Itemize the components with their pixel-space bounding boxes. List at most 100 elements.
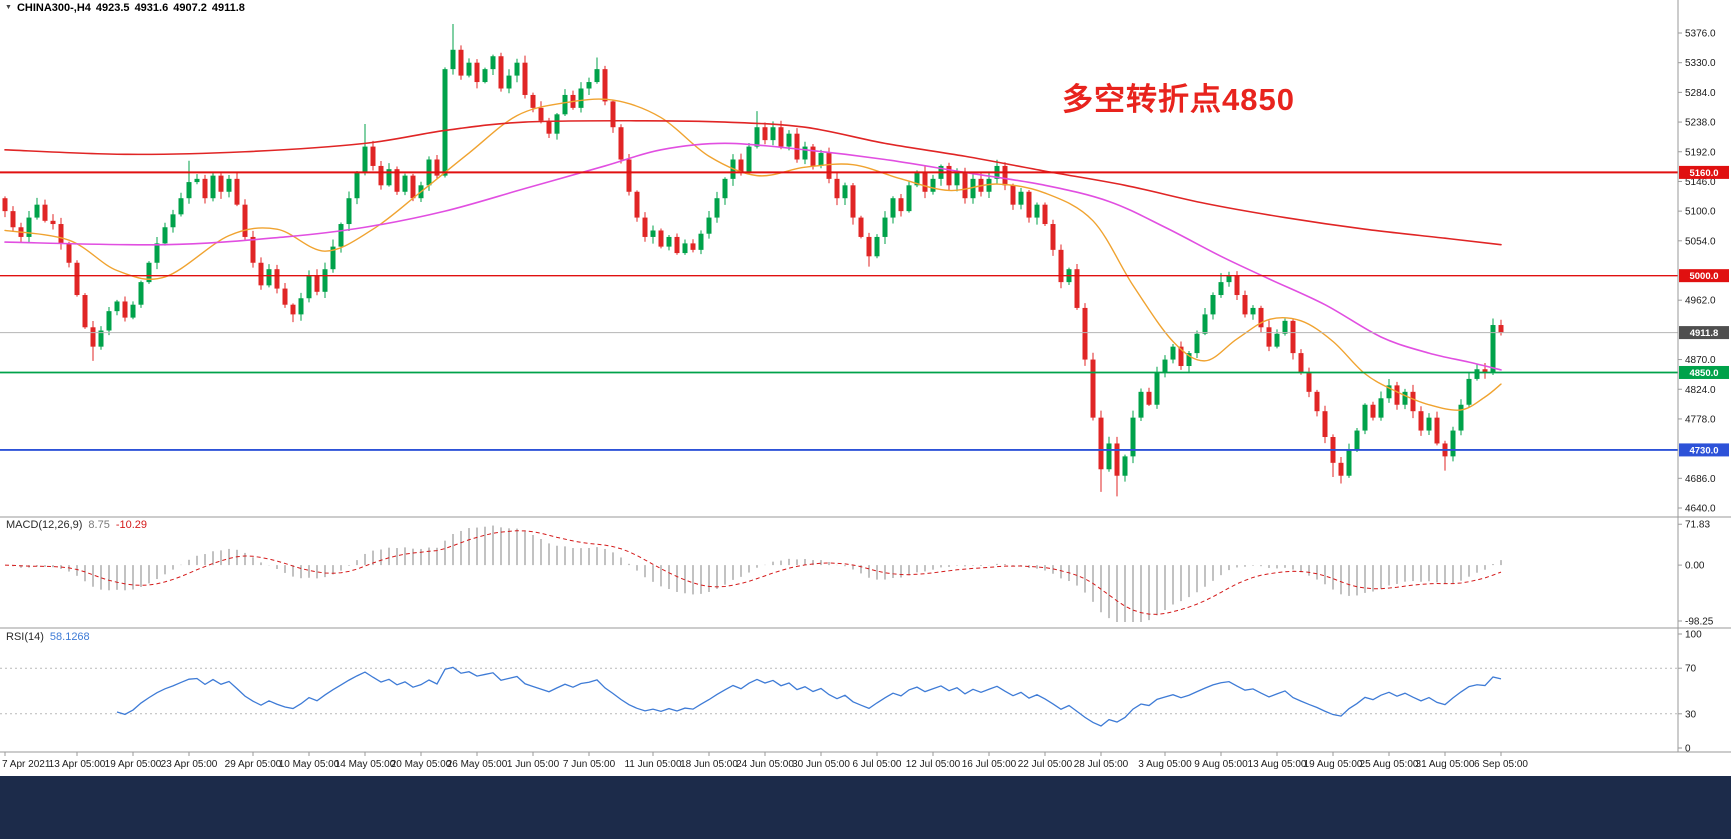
candle-body [242,204,248,237]
price-badge-4911.8 [1679,326,1729,340]
candle-body [770,127,776,141]
candle-body [794,133,800,160]
candle-body [834,178,840,199]
candle-body [1058,249,1064,283]
candle-body [1178,346,1184,367]
candle-body [290,304,296,315]
annotation-text[interactable]: 多空转折点4850 [1062,82,1295,117]
candle-body [498,56,504,89]
candle-body [130,304,136,318]
macd-axis-label: -98.25 [1685,617,1714,628]
candle-body [722,178,728,199]
candle-body [642,217,648,237]
candle-body [266,269,272,286]
ma-fast-orange-line[interactable] [4,98,1502,411]
price-axis-label: 4870.0 [1685,355,1716,366]
macd-signal-line[interactable] [4,530,1502,615]
rsi-line[interactable] [116,666,1502,727]
ohlc-high: 4931.6 [134,2,169,14]
candle-body [26,217,32,237]
candle-body [962,172,968,199]
candle-body [146,262,152,283]
x-axis-label: 25 Aug 05:00 [1360,759,1419,770]
candle-body [986,178,992,192]
candle-body [1106,443,1112,470]
candle-body [714,198,720,218]
candle-body [1186,353,1192,367]
price-axis-label: 5192.0 [1685,147,1716,158]
candle-body [394,169,400,192]
candle-body [210,175,216,199]
candle-body [1386,385,1392,399]
x-axis-label: 11 Jun 05:00 [624,759,682,770]
candle-body [1258,307,1264,328]
candle-body [138,282,144,305]
candle-body [298,298,304,315]
price-badge-4850.0 [1679,365,1729,379]
x-axis-label: 22 Jul 05:00 [1018,759,1073,770]
candle-body [946,165,952,186]
ma-slow-red-line[interactable] [4,119,1502,246]
candle-body [698,233,704,250]
candle-body [746,146,752,173]
x-axis-label: 19 Aug 05:00 [1304,759,1363,770]
candle-body [1194,333,1200,354]
candle-body [1138,391,1144,418]
price-axis-label: 5376.0 [1685,29,1716,40]
macd-axis-label: 0.00 [1685,561,1705,572]
ohlc-low: 4907.2 [173,2,207,14]
candle-body [594,69,600,83]
candle-body [1418,411,1424,431]
rsi-axis-label: 100 [1685,630,1702,641]
rsi-axis-label: 70 [1685,664,1697,675]
price-axis-label: 5100.0 [1685,207,1716,218]
candle-body [1010,185,1016,205]
bottom-bar [0,776,1731,839]
candle-body [346,198,352,225]
candle-body [626,159,632,192]
candle-body [522,62,528,95]
chart-background [0,0,1731,776]
candle-body [1146,391,1152,405]
candle-body [34,204,40,218]
price-axis-label: 5238.0 [1685,118,1716,129]
x-axis-label: 14 May 05:00 [335,759,396,770]
x-axis-label: 13 Aug 05:00 [1248,759,1307,770]
candle-body [1346,449,1352,476]
candle-body [1082,307,1088,360]
candle-body [370,146,376,166]
candle-body [1226,275,1232,283]
x-axis-label: 6 Sep 05:00 [1474,759,1528,770]
candle-body [66,243,72,263]
rsi-indicator-label: RSI(14) 58.1268 [6,631,96,643]
candle-body [1458,404,1464,431]
price-axis-label: 4778.0 [1685,414,1716,425]
x-axis-label: 10 May 05:00 [279,759,340,770]
candle-body [666,236,672,247]
candle-body [866,236,872,257]
x-axis-label: 28 Jul 05:00 [1074,759,1129,770]
candle-body [1170,346,1176,360]
candle-body [1234,275,1240,296]
rsi-value: 58.1268 [49,631,90,643]
ma-mid-magenta-line[interactable] [4,142,1502,371]
candle-body [1314,391,1320,412]
chart-canvas[interactable]: 5376.0 5330.0 5284.0 5238.0 5192.0 5146.0 5100… [0,0,1731,776]
candle-body [1490,325,1496,373]
candle-body [458,49,464,76]
candle-body [274,269,280,289]
candle-body [690,243,696,250]
price-badge-label: 4730.0 [1689,445,1718,456]
price-badge-label: 4850.0 [1689,368,1718,379]
macd-indicator-label: MACD(12,26,9) 8.75 -10.29 [6,519,153,531]
macd-name: MACD(12,26,9) [6,519,83,531]
candle-body [234,178,240,205]
candle-body [202,178,208,199]
candle-body [1322,411,1328,438]
x-axis-label: 7 Jun 05:00 [563,759,616,770]
candle-body [218,175,224,192]
candle-body [1402,391,1408,405]
candle-body [314,275,320,292]
candle-body [738,159,744,173]
rsi-name: RSI(14) [6,631,44,643]
